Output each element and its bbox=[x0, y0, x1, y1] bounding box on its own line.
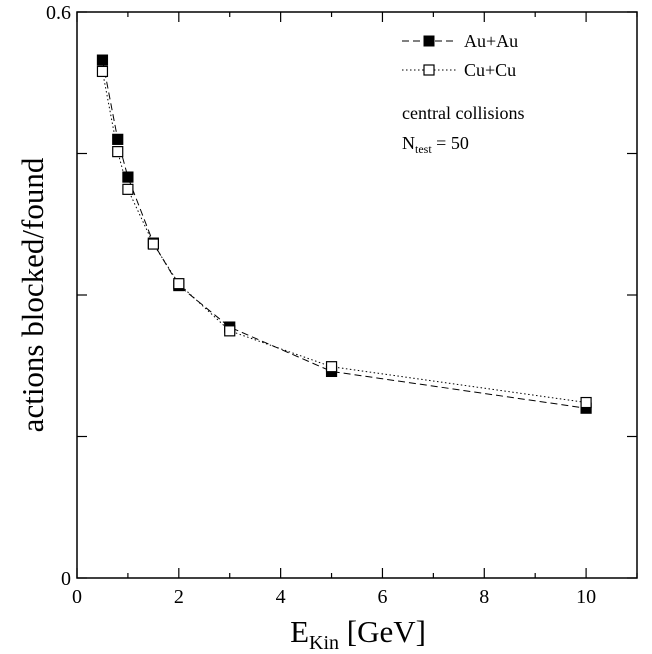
data-point-au-au bbox=[122, 171, 134, 183]
x-tick-label: 8 bbox=[479, 586, 489, 608]
x-tick-label: 4 bbox=[276, 586, 286, 608]
data-point-cu-cu bbox=[173, 278, 185, 290]
data-point-cu-cu bbox=[122, 183, 134, 195]
annotation-ntest-sub: test bbox=[415, 142, 432, 156]
series-layer bbox=[96, 54, 592, 414]
x-tick-label: 10 bbox=[576, 586, 596, 608]
x-axis-label-main: E bbox=[290, 614, 309, 649]
y-tick-label: 0 bbox=[61, 568, 71, 590]
x-tick-label: 6 bbox=[377, 586, 387, 608]
annotation-ntest-rest: = 50 bbox=[432, 133, 469, 153]
y-axis-label: actions blocked/found bbox=[15, 157, 50, 432]
axis-ticks bbox=[76, 11, 638, 579]
legend-marker-au-au bbox=[423, 35, 435, 47]
plot-frame bbox=[76, 11, 638, 579]
data-point-cu-cu bbox=[96, 65, 109, 78]
data-point-cu-cu bbox=[580, 396, 592, 409]
axis-tick-labels: 0 2 4 6 8 10 0 0.6 bbox=[46, 2, 596, 608]
y-tick-label: 0.6 bbox=[46, 2, 71, 24]
legend: Au+Au Cu+Cu bbox=[402, 31, 518, 80]
data-point-cu-cu bbox=[147, 238, 159, 250]
data-point-cu-cu bbox=[224, 325, 236, 337]
data-point-cu-cu bbox=[112, 146, 124, 158]
x-axis-label-rest: [GeV] bbox=[339, 614, 426, 649]
x-axis-label: EKin [GeV] bbox=[290, 614, 426, 654]
legend-marker-cu-cu bbox=[423, 64, 435, 76]
annotation-ntest-main: N bbox=[402, 133, 415, 153]
data-point-au-au bbox=[112, 133, 124, 145]
data-point-cu-cu bbox=[325, 361, 338, 373]
x-tick-label: 2 bbox=[174, 586, 184, 608]
annotation-central-collisions: central collisions bbox=[402, 103, 524, 123]
legend-label-au-au: Au+Au bbox=[464, 31, 518, 51]
data-point-au-au bbox=[96, 54, 109, 66]
series-line-cu-cu bbox=[102, 71, 587, 403]
annotation-ntest: Ntest = 50 bbox=[402, 133, 469, 156]
x-tick-label: 0 bbox=[72, 586, 82, 608]
x-axis-label-sub: Kin bbox=[309, 632, 339, 654]
legend-label-cu-cu: Cu+Cu bbox=[464, 60, 516, 80]
